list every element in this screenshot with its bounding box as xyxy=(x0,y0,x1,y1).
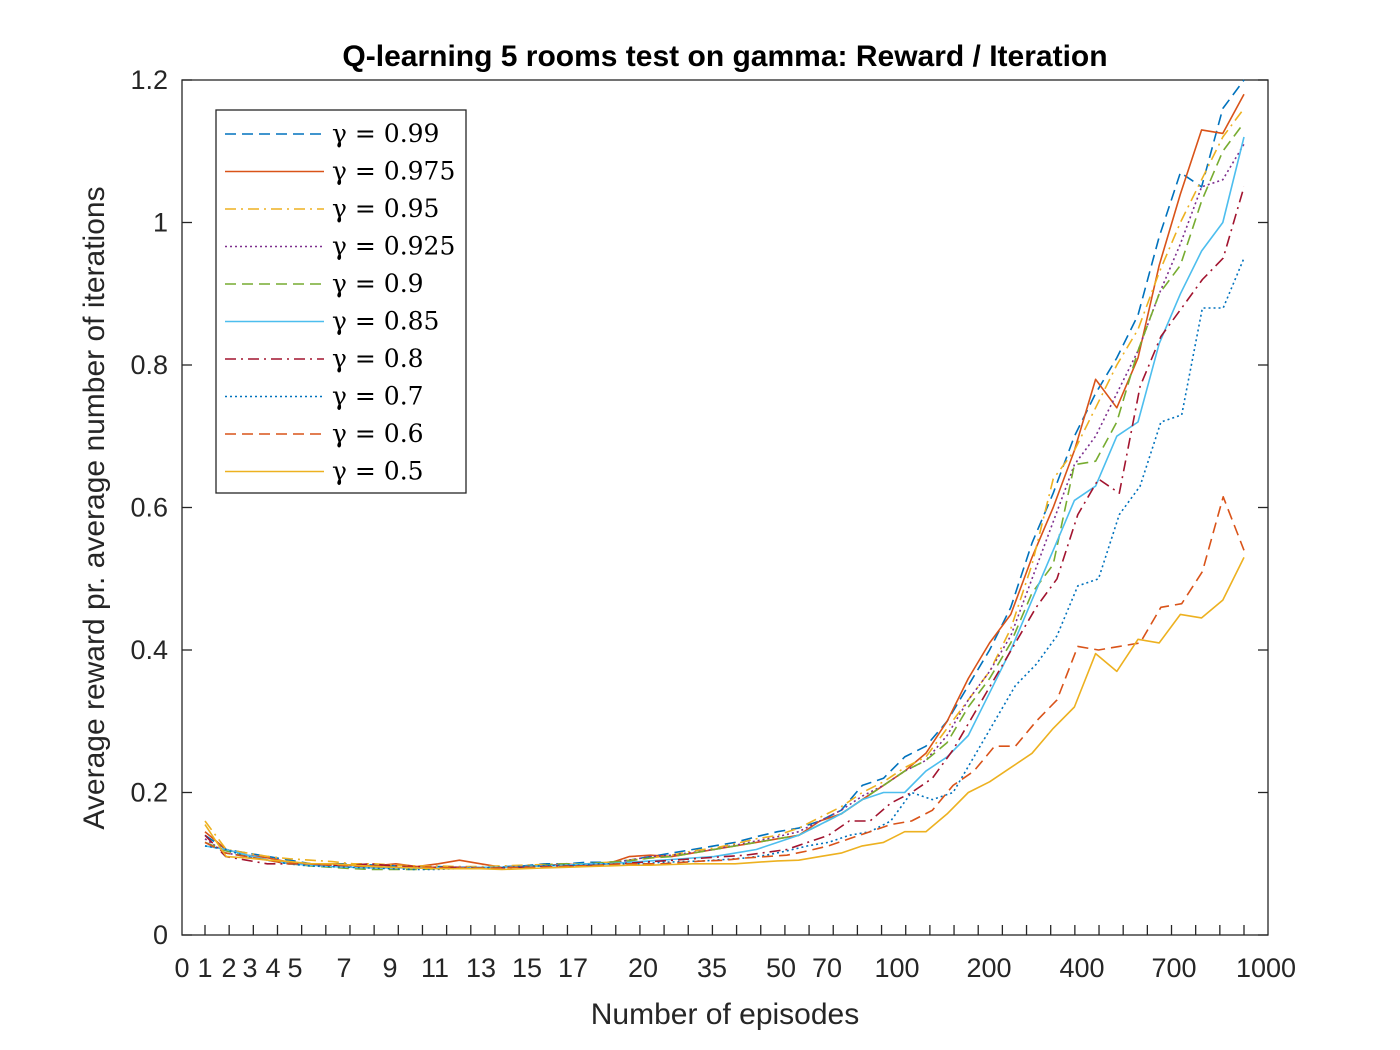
legend-label: γ = 0.5 xyxy=(332,457,424,486)
x-tick-label: 100 xyxy=(874,953,919,983)
x-tick-label: 35 xyxy=(697,953,727,983)
legend-label: γ = 0.6 xyxy=(332,419,424,448)
legend-label: γ = 0.99 xyxy=(332,119,439,148)
y-tick-label: 0.2 xyxy=(130,778,168,808)
legend-label: γ = 0.85 xyxy=(332,307,439,336)
series-line xyxy=(204,186,1245,869)
x-tick-label: 200 xyxy=(966,953,1011,983)
series-line xyxy=(204,143,1245,869)
x-tick-label: 1 xyxy=(197,953,212,983)
legend-label: γ = 0.7 xyxy=(332,382,424,411)
series-line xyxy=(204,257,1245,871)
x-tick-label: 2 xyxy=(221,953,236,983)
legend-label: γ = 0.975 xyxy=(332,157,455,186)
y-tick-label: 1 xyxy=(153,208,168,238)
x-tick-label: 11 xyxy=(421,953,449,983)
x-tick-label: 50 xyxy=(766,953,796,983)
series-line xyxy=(204,557,1245,871)
legend-box xyxy=(215,109,467,494)
series-line xyxy=(204,122,1245,871)
legend-label: γ = 0.9 xyxy=(332,269,424,298)
plot-axes: 00.20.40.60.811.20 1 2 3 4 5 7 9 11 13 15 17 20 35 50 7… xyxy=(130,65,1296,983)
series-line xyxy=(204,495,1245,869)
x-tick-label: 9 xyxy=(382,953,397,983)
x-tick-label: 400 xyxy=(1059,953,1104,983)
series-line xyxy=(204,108,1245,868)
x-tick-label: 7 xyxy=(336,953,351,983)
x-tick-label: 4 xyxy=(265,953,280,983)
legend-label: γ = 0.925 xyxy=(332,232,455,261)
plot-lines xyxy=(204,79,1245,871)
x-tick-label: 1000 xyxy=(1236,953,1296,983)
x-tick-label: 70 xyxy=(812,953,842,983)
legend: γ = 0.99 γ = 0.975 γ = 0.95 γ = 0.925 γ = 0.… xyxy=(215,109,467,494)
x-tick-label: 0 xyxy=(174,953,189,983)
y-tick-label: 0.6 xyxy=(130,493,168,523)
x-tick-label: 20 xyxy=(628,953,658,983)
x-tick-label: 17 xyxy=(558,953,588,983)
legend-label: γ = 0.95 xyxy=(332,194,439,223)
x-tick-label: 700 xyxy=(1151,953,1196,983)
y-tick-label: 0.4 xyxy=(130,635,168,665)
chart-title: Q-learning 5 rooms test on gamma: Reward… xyxy=(342,40,1107,73)
x-tick-label: 5 xyxy=(287,953,302,983)
x-tick-label: 3 xyxy=(242,953,257,983)
x-tick-label: 15 xyxy=(512,953,542,983)
y-tick-label: 0.8 xyxy=(130,350,168,380)
y-tick-label: 1.2 xyxy=(130,65,168,95)
y-tick-label: 0 xyxy=(153,920,168,950)
x-tick-label: 13 xyxy=(466,953,496,983)
legend-label: γ = 0.8 xyxy=(332,344,424,373)
y-axis-label: Average reward pr. average number of ite… xyxy=(78,186,111,829)
x-axis-label: Number of episodes xyxy=(591,998,859,1031)
